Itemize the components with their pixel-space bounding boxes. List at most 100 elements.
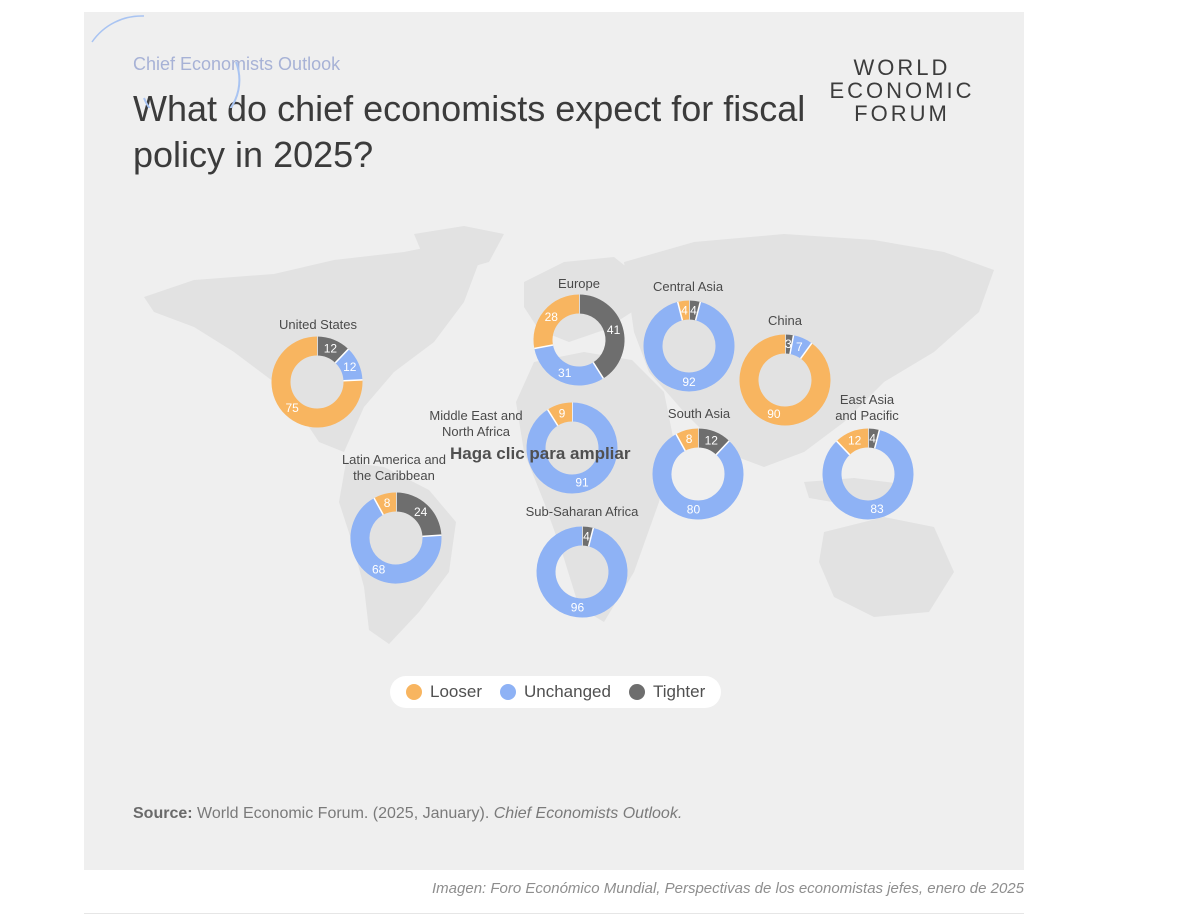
infographic-card: Chief Economists Outlook What do chief e…	[84, 12, 1024, 870]
donut-slice-europe-unchanged	[534, 344, 604, 386]
donut-value-east-asia-and-pacific-tighter: 4	[869, 431, 876, 445]
donut-value-east-asia-and-pacific-unchanged: 83	[870, 502, 884, 516]
donut-east-asia-and-pacific: 4 83 12	[822, 428, 914, 520]
region-label-europe: Europe	[558, 276, 600, 291]
donut-slice-central-asia-unchanged	[643, 301, 735, 392]
logo-line-1: WORLD	[853, 55, 951, 80]
donut-separator	[343, 379, 363, 382]
donut-value-china-tighter: 3	[785, 337, 792, 351]
donut-separator	[676, 301, 684, 321]
donut-value-south-asia-looser: 8	[686, 432, 693, 446]
donut-separator	[836, 440, 851, 456]
donut-slice-south-asia-unchanged	[652, 434, 744, 520]
donut-value-china-unchanged: 7	[796, 340, 803, 354]
donut-value-east-asia-and-pacific-looser: 12	[848, 434, 862, 448]
donut-slice-china-looser	[739, 334, 831, 426]
donut-sub-saharan-africa: 4 96	[536, 526, 628, 618]
legend-label-looser: Looser	[430, 682, 482, 701]
donut-latin-america-and-the-caribbean: 24 68 8	[350, 492, 442, 584]
region-label-mena: Middle East and North Africa	[429, 408, 523, 439]
donut-separator	[799, 342, 813, 360]
donut-slice-europe-tighter	[578, 294, 625, 379]
donut-separator	[422, 534, 442, 538]
donut-slice-south-asia-tighter	[697, 428, 730, 456]
donut-separator	[373, 497, 384, 516]
donut-chart-group: 12 12 75 41 31 28 4 92 4 3 7 90 91 9 12 80 8 4 83 12 24 68 8 4 9…	[271, 294, 914, 618]
donut-slice-east-asia-and-pacific-unchanged	[822, 429, 914, 520]
donut-slice-united-states-looser	[271, 336, 363, 428]
world-map-background: 12 12 75 41 31 28 4 92 4 3 7 90 91 9 12 80 8 4 83 12 24 68 8 4 9…	[144, 226, 994, 644]
donut-separator	[873, 429, 881, 449]
donut-value-central-asia-unchanged: 92	[682, 375, 696, 389]
donut-separator	[715, 440, 730, 456]
region-label-united-states: United States	[278, 317, 358, 332]
donut-separator	[675, 433, 686, 452]
donut-value-united-states-tighter: 12	[324, 342, 338, 356]
donut-value-central-asia-looser: 4	[681, 303, 688, 317]
map-australia	[819, 517, 954, 617]
legend-label-tighter: Tighter	[652, 682, 706, 701]
donut-slice-middle-east-and-north-africa-unchanged	[526, 402, 618, 494]
region-label-south-asia: South Asia	[667, 406, 731, 421]
donut-value-united-states-unchanged: 12	[343, 360, 357, 374]
donut-value-europe-unchanged: 31	[558, 366, 572, 380]
donut-value-europe-looser: 28	[545, 310, 559, 324]
donut-slice-united-states-unchanged	[334, 349, 363, 382]
donut-slice-latin-america-and-the-caribbean-unchanged	[350, 498, 442, 584]
donut-value-central-asia-tighter: 4	[690, 303, 697, 317]
chart-legend: Looser Unchanged Tighter	[390, 676, 722, 708]
donut-middle-east-and-north-africa: 91 9	[526, 402, 618, 494]
logo-line-3: FORUM	[854, 101, 950, 126]
donut-separator	[546, 409, 559, 427]
donut-separator	[587, 527, 595, 547]
donut-value-middle-east-and-north-africa-looser: 9	[559, 406, 566, 420]
zoom-hint[interactable]: Haga clic para ampliar	[450, 444, 631, 463]
donut-separator	[592, 361, 605, 379]
region-label-china: China	[768, 313, 802, 328]
donut-europe: 41 31 28	[533, 294, 625, 386]
region-label-central-asia: Central Asia	[652, 279, 724, 294]
source-publication: Chief Economists Outlook.	[493, 805, 683, 822]
logo-arc-graphic	[91, 15, 241, 108]
bottom-divider	[84, 913, 1024, 914]
donut-value-sub-saharan-africa-tighter: 4	[583, 529, 590, 543]
source-line: Source: World Economic Forum. (2025, Jan…	[133, 805, 682, 823]
donut-value-latin-america-and-the-caribbean-tighter: 24	[414, 505, 428, 519]
donut-united-states: 12 12 75	[271, 336, 363, 428]
legend-label-unchanged: Unchanged	[523, 682, 611, 701]
source-label: Source:	[133, 805, 193, 822]
donut-separator	[789, 335, 795, 355]
donut-separator	[334, 348, 349, 364]
source-text: World Economic Forum. (2025, January).	[197, 805, 490, 822]
donut-value-south-asia-tighter: 12	[705, 434, 719, 448]
donut-value-europe-tighter: 41	[607, 323, 621, 337]
donut-slice-latin-america-and-the-caribbean-tighter	[395, 492, 442, 537]
image-caption: Imagen: Foro Económico Mundial, Perspect…	[432, 880, 1024, 897]
donut-slice-europe-looser	[533, 294, 580, 349]
donut-value-united-states-looser: 75	[285, 401, 299, 415]
wef-logo: WORLD ECONOMIC FORUM	[822, 56, 982, 125]
donut-value-latin-america-and-the-caribbean-unchanged: 68	[372, 563, 386, 577]
donut-separator	[534, 344, 554, 350]
donut-value-latin-america-and-the-caribbean-looser: 8	[384, 496, 391, 510]
donut-value-middle-east-and-north-africa-unchanged: 91	[575, 476, 589, 490]
legend-swatch-unchanged	[499, 684, 516, 700]
region-label-east-asia: East Asia and Pacific	[835, 392, 899, 423]
legend-item-tighter: Tighter	[628, 682, 706, 702]
map-greenland	[414, 226, 504, 272]
logo-line-2: ECONOMIC	[829, 78, 975, 103]
donut-value-south-asia-unchanged: 80	[687, 503, 701, 517]
donut-slice-east-asia-and-pacific-looser	[836, 428, 869, 456]
donut-slice-sub-saharan-africa-unchanged	[536, 526, 628, 618]
chart-title: What do chief economists expect for fisc…	[133, 88, 806, 175]
donut-central-asia: 4 92 4	[643, 300, 735, 392]
legend-item-unchanged: Unchanged	[499, 682, 611, 702]
donut-value-china-looser: 90	[767, 407, 781, 421]
legend-swatch-tighter	[628, 684, 645, 700]
donut-value-sub-saharan-africa-unchanged: 96	[571, 601, 585, 615]
legend-swatch-looser	[406, 684, 422, 700]
region-label-latam: Latin America and the Caribbean	[341, 452, 447, 483]
donut-separator	[694, 301, 702, 321]
donut-slice-united-states-tighter	[316, 336, 349, 364]
donut-south-asia: 12 80 8	[652, 428, 744, 520]
